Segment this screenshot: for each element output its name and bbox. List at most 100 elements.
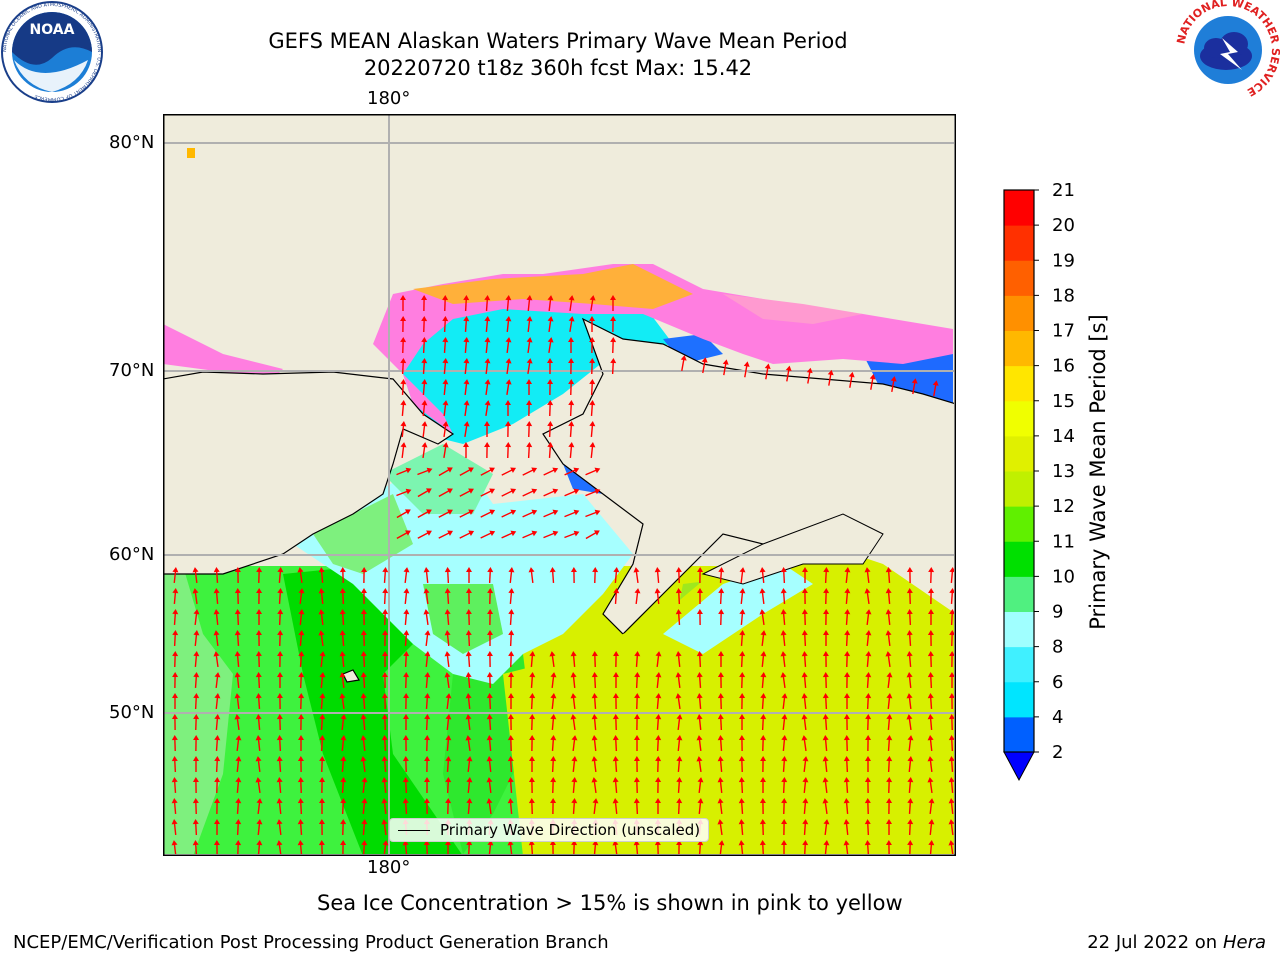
wave-arrow <box>529 714 536 731</box>
wave-arrow <box>675 693 682 710</box>
wave-arrow <box>654 588 661 605</box>
wave-arrow <box>417 530 432 539</box>
wave-arrow <box>739 609 746 626</box>
wave-arrow <box>192 819 199 836</box>
wave-arrow <box>633 567 640 584</box>
wave-arrow <box>340 840 347 854</box>
wave-arrow <box>612 735 619 752</box>
wave-arrow <box>550 735 557 752</box>
wave-arrow <box>444 651 451 668</box>
wave-arrow <box>570 651 577 668</box>
wave-arrow <box>589 337 596 354</box>
wave-arrow <box>421 421 428 438</box>
wave-arrow <box>508 672 515 689</box>
wave-arrow <box>869 374 876 390</box>
wave-arrow <box>843 819 850 836</box>
wave-arrow <box>382 840 389 854</box>
wave-arrow <box>193 693 200 710</box>
wave-arrow <box>318 840 325 854</box>
wave-arrow <box>522 530 538 539</box>
wave-arrow <box>823 588 830 605</box>
wave-arrow <box>613 651 620 668</box>
wave-arrow <box>885 840 892 854</box>
wave-arrow <box>297 819 304 836</box>
wave-arrow <box>400 421 407 438</box>
wave-arrow <box>906 693 913 710</box>
wave-arrow <box>589 379 596 396</box>
wave-arrow <box>718 588 725 605</box>
wave-arrow <box>780 609 787 626</box>
wave-arrow <box>340 735 347 752</box>
wave-arrow <box>655 651 662 668</box>
wave-arrow <box>949 588 954 605</box>
wave-arrow <box>417 467 433 476</box>
wave-arrow <box>739 714 745 730</box>
colorbar-under-arrow <box>1003 751 1035 782</box>
wave-arrow <box>633 756 640 773</box>
wave-arrow <box>865 630 872 647</box>
wave-arrow <box>402 777 409 794</box>
wave-arrow <box>717 735 724 752</box>
wave-arrow <box>235 777 242 794</box>
wave-arrow <box>339 651 346 668</box>
wave-arrow <box>676 756 683 773</box>
wave-arrow <box>591 672 598 689</box>
wave-arrow <box>339 588 346 605</box>
wave-arrow <box>505 421 512 438</box>
wave-arrow <box>421 295 428 312</box>
colorbar-tick-label: 6 <box>1052 672 1063 693</box>
wave-arrow <box>529 693 536 710</box>
wave-arrow <box>442 358 449 375</box>
legend-line-swatch <box>398 829 430 831</box>
wave-arrow <box>927 735 934 752</box>
wave-arrow <box>277 672 283 688</box>
colorbar-tick-label: 2 <box>1052 742 1063 763</box>
wave-arrow <box>547 337 554 354</box>
wave-arrow <box>886 756 893 773</box>
wave-arrow <box>610 358 617 375</box>
wave-arrow <box>738 798 745 815</box>
wave-arrow <box>864 798 871 815</box>
wave-arrow <box>801 609 808 626</box>
colorbar-tick-label: 11 <box>1052 531 1075 552</box>
wave-arrow <box>193 672 200 689</box>
colorbar-tick-label: 19 <box>1052 250 1075 271</box>
wave-arrow <box>442 400 449 417</box>
wave-arrow <box>717 672 724 689</box>
wave-arrow <box>318 630 325 647</box>
wave-arrow <box>256 609 262 625</box>
wave-arrow <box>549 840 556 854</box>
wave-arrow <box>466 840 473 854</box>
wave-arrow <box>949 609 954 626</box>
wave-arrow <box>505 337 512 354</box>
wave-arrow <box>507 798 514 815</box>
wave-arrow <box>528 840 535 854</box>
graticule <box>164 115 954 854</box>
wave-arrow <box>382 630 389 647</box>
wave-arrow <box>781 798 788 815</box>
wave-arrow <box>361 819 368 836</box>
wave-arrow <box>522 467 538 476</box>
colorbar-band <box>1004 506 1034 542</box>
wave-arrow <box>654 567 661 584</box>
wave-arrow <box>421 358 428 375</box>
wave-arrow <box>932 380 939 397</box>
wave-arrow <box>444 630 451 647</box>
wave-arrow <box>193 651 200 668</box>
wave-arrow <box>822 798 829 815</box>
wave-arrow <box>886 693 893 710</box>
colorbar-tick-label: 13 <box>1052 461 1075 482</box>
wave-arrow <box>759 588 766 605</box>
wave-arrow <box>298 651 305 668</box>
legend-label: Primary Wave Direction (unscaled) <box>440 821 701 839</box>
wave-arrow <box>822 714 829 731</box>
wave-arrow <box>529 672 536 689</box>
wave-arrow <box>911 378 918 395</box>
colorbar-band <box>1004 716 1034 753</box>
wave-arrow <box>277 567 284 584</box>
wave-arrow <box>463 442 469 458</box>
wave-arrow <box>592 798 599 815</box>
wave-arrow <box>319 693 326 710</box>
wave-arrow <box>484 295 491 312</box>
wave-arrow <box>612 756 619 773</box>
